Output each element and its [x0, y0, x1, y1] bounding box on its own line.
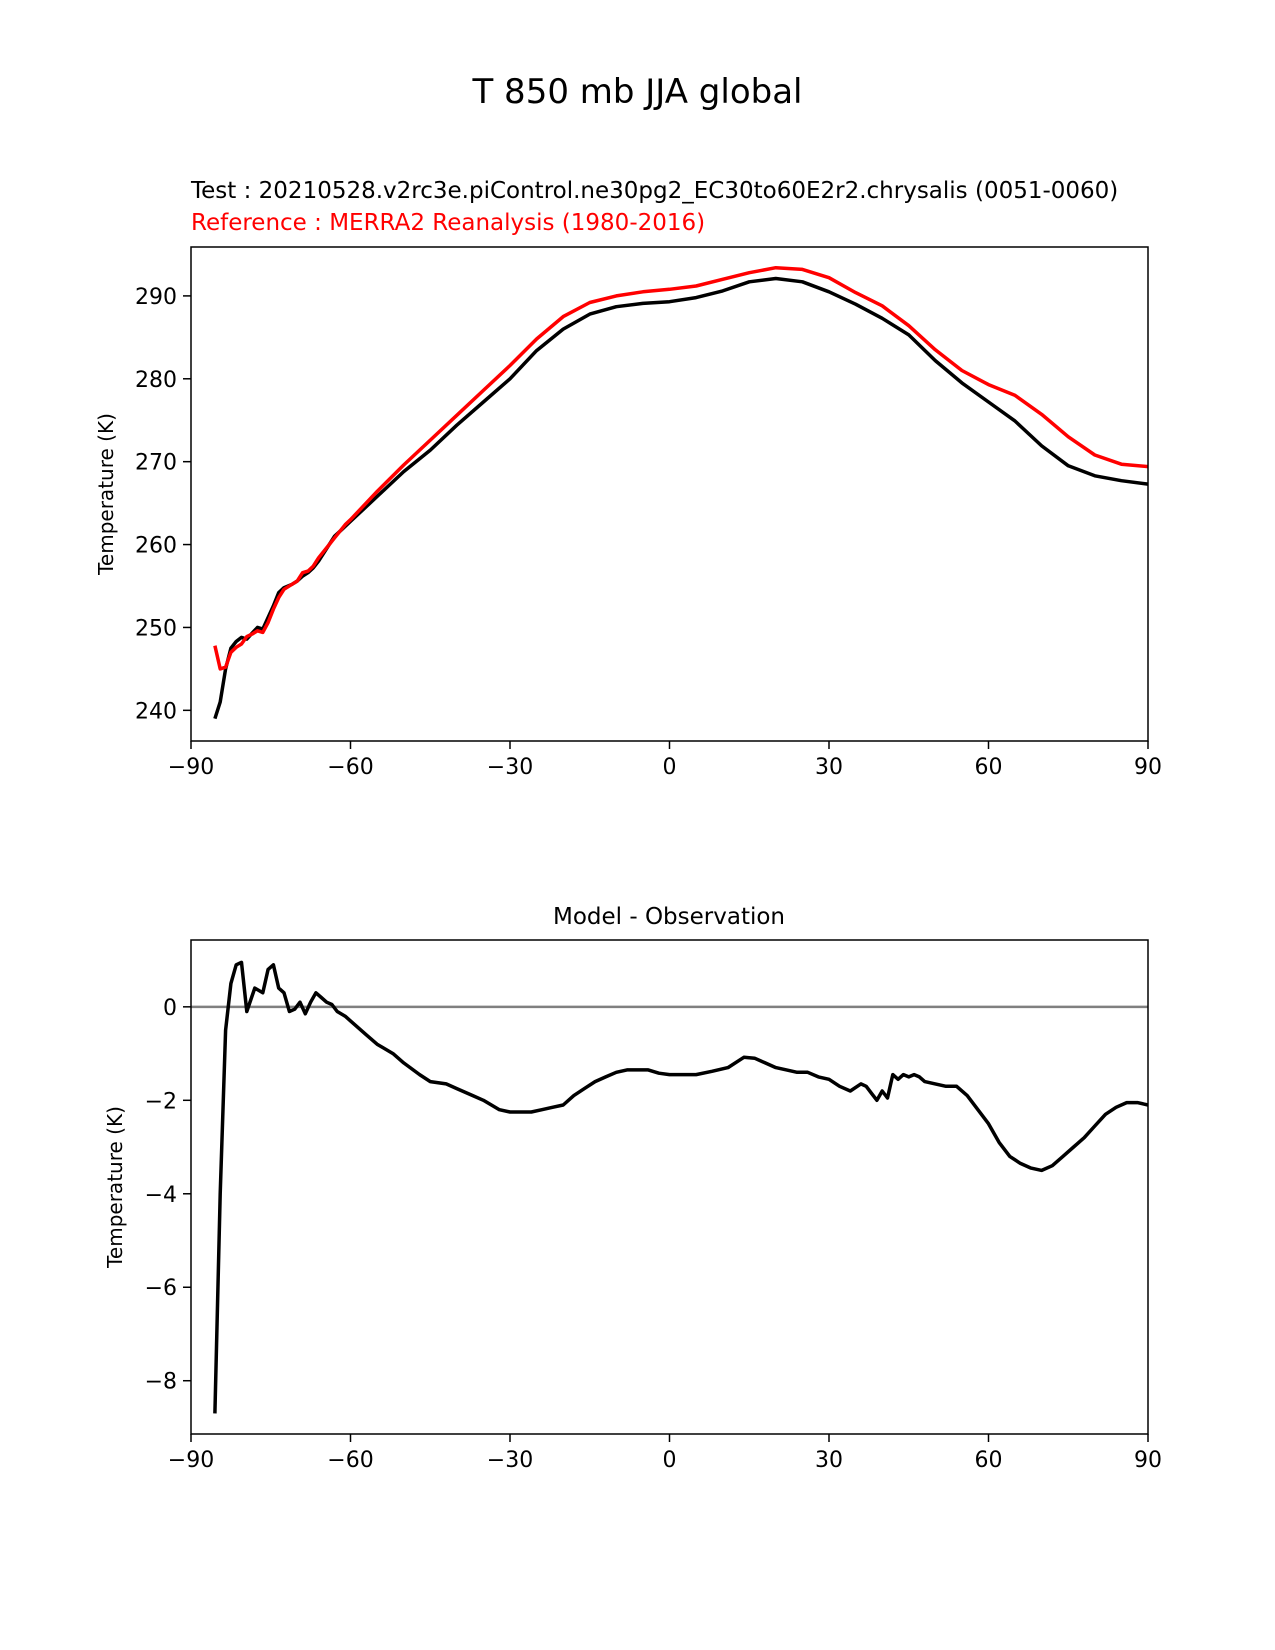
top-x-tick-label: 0 — [663, 755, 677, 780]
top-plot-frame — [190, 246, 1149, 742]
reference-label: Reference : MERRA2 Reanalysis (1980-2016… — [191, 210, 705, 236]
bottom-y-tick-label: −4 — [145, 1183, 177, 1208]
top-y-axis-label: Temperature (K) — [94, 413, 118, 576]
bottom-x-tick-label: −30 — [487, 1448, 533, 1473]
bottom-x-tick-label: 90 — [1134, 1448, 1162, 1473]
top-x-tick-label: 60 — [975, 755, 1003, 780]
top-series-reference-line — [213, 265, 1149, 671]
top-y-tick-label: 240 — [135, 699, 177, 724]
bottom-x-tick-label: 0 — [663, 1448, 677, 1473]
bottom-y-tick-label: −8 — [145, 1370, 177, 1395]
top-y-tick-label: 290 — [135, 285, 177, 310]
bottom-y-tick-label: −6 — [145, 1276, 177, 1301]
bottom-x-tick-label: 60 — [975, 1448, 1003, 1473]
bottom-x-tick-label: −90 — [168, 1448, 214, 1473]
bottom-plot-area: −90 −60 −30 0 30 60 90 −8 −6 −4 −2 0 — [145, 939, 1162, 1473]
bottom-plot-frame — [190, 939, 1149, 1435]
top-y-tick-label: 270 — [135, 451, 177, 476]
difference-title: Model - Observation — [553, 904, 785, 930]
figure-title: T 850 mb JJA global — [472, 72, 803, 112]
top-x-tick-label: −30 — [487, 755, 533, 780]
bottom-y-tick-label: 0 — [163, 996, 177, 1021]
bottom-x-tick-label: 30 — [815, 1448, 843, 1473]
bottom-y-tick-label: −2 — [145, 1089, 177, 1114]
top-plot-area: −90 −60 −30 0 30 60 90 240 250 260 270 280 290 — [135, 246, 1162, 780]
top-x-tick-label: 90 — [1134, 755, 1162, 780]
test-label: Test : 20210528.v2rc3e.piControl.ne30pg2… — [190, 178, 1118, 204]
difference-panel: Model - Observation −90 −60 −30 0 30 60 90−8−6… — [103, 904, 1162, 1473]
top-y-tick-label: 280 — [135, 368, 177, 393]
top-y-tick-label: 260 — [135, 534, 177, 559]
top-y-tick-label: 250 — [135, 616, 177, 641]
bottom-x-tick-label: −60 — [327, 1448, 373, 1473]
top-x-tick-label: −90 — [168, 755, 214, 780]
top-x-tick-label: −60 — [327, 755, 373, 780]
top-series-test-line — [213, 276, 1149, 720]
top-x-tick-label: 30 — [815, 755, 843, 780]
temperature-profile-panel: Test : 20210528.v2rc3e.piControl.ne30pg2… — [94, 178, 1162, 780]
bottom-series-model-observation-line — [213, 960, 1149, 1414]
bottom-y-axis-label: Temperature (K) — [103, 1106, 127, 1269]
